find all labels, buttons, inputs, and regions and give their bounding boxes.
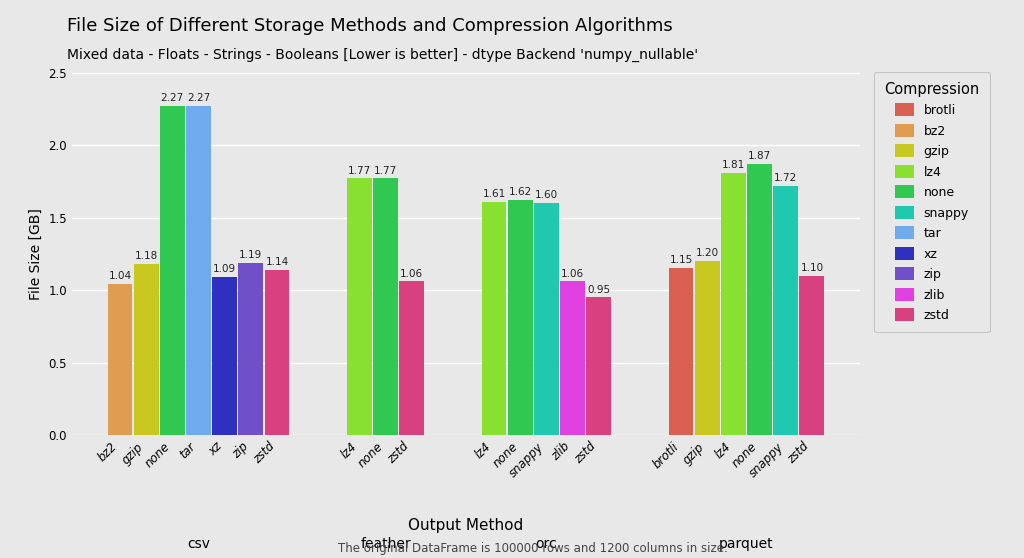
Bar [399,281,424,435]
Text: 1.62: 1.62 [509,187,531,198]
Text: csv: csv [187,537,210,551]
Bar [134,264,159,435]
Bar [264,270,290,435]
Text: 1.04: 1.04 [109,271,131,281]
Bar [694,261,720,435]
Bar [773,186,798,435]
Text: 1.87: 1.87 [748,151,771,161]
Text: feather: feather [360,537,411,551]
Bar [669,268,693,435]
Text: 1.06: 1.06 [400,268,423,278]
X-axis label: Output Method: Output Method [409,518,523,533]
Bar [186,106,211,435]
Bar [800,276,824,435]
Bar [212,277,238,435]
Text: The original DataFrame is 100000 rows and 1200 columns in size.: The original DataFrame is 100000 rows an… [338,542,727,555]
Text: 2.27: 2.27 [161,93,184,103]
Text: Mixed data - Floats - Strings - Booleans [Lower is better] - dtype Backend 'nump: Mixed data - Floats - Strings - Booleans… [67,47,697,61]
Bar [748,164,772,435]
Bar [721,172,745,435]
Bar [560,281,585,435]
Text: 1.20: 1.20 [695,248,719,258]
Text: File Size of Different Storage Methods and Compression Algorithms: File Size of Different Storage Methods a… [67,17,673,35]
Text: 1.06: 1.06 [561,268,584,278]
Text: orc: orc [536,537,557,551]
Text: 1.72: 1.72 [774,173,798,183]
Bar [534,203,559,435]
Text: 1.15: 1.15 [670,256,692,266]
Text: 1.77: 1.77 [348,166,371,176]
Bar [160,106,184,435]
Text: 1.09: 1.09 [213,264,237,274]
Bar [587,297,611,435]
Text: 1.81: 1.81 [722,160,745,170]
Bar [481,201,507,435]
Legend: brotli, bz2, gzip, lz4, none, snappy, tar, xz, zip, zlib, zstd: brotli, bz2, gzip, lz4, none, snappy, ta… [874,71,989,332]
Y-axis label: File Size [GB]: File Size [GB] [29,208,43,300]
Text: 1.18: 1.18 [134,251,158,261]
Text: 1.60: 1.60 [535,190,558,200]
Bar [239,263,263,435]
Bar [373,179,398,435]
Text: 1.77: 1.77 [374,166,397,176]
Text: 0.95: 0.95 [587,285,610,295]
Text: parquet: parquet [719,537,774,551]
Bar [347,179,372,435]
Text: 1.61: 1.61 [482,189,506,199]
Text: 1.10: 1.10 [801,263,823,273]
Bar [508,200,532,435]
Text: 2.27: 2.27 [186,93,210,103]
Bar [108,285,132,435]
Text: 1.19: 1.19 [240,249,262,259]
Text: 1.14: 1.14 [265,257,289,267]
